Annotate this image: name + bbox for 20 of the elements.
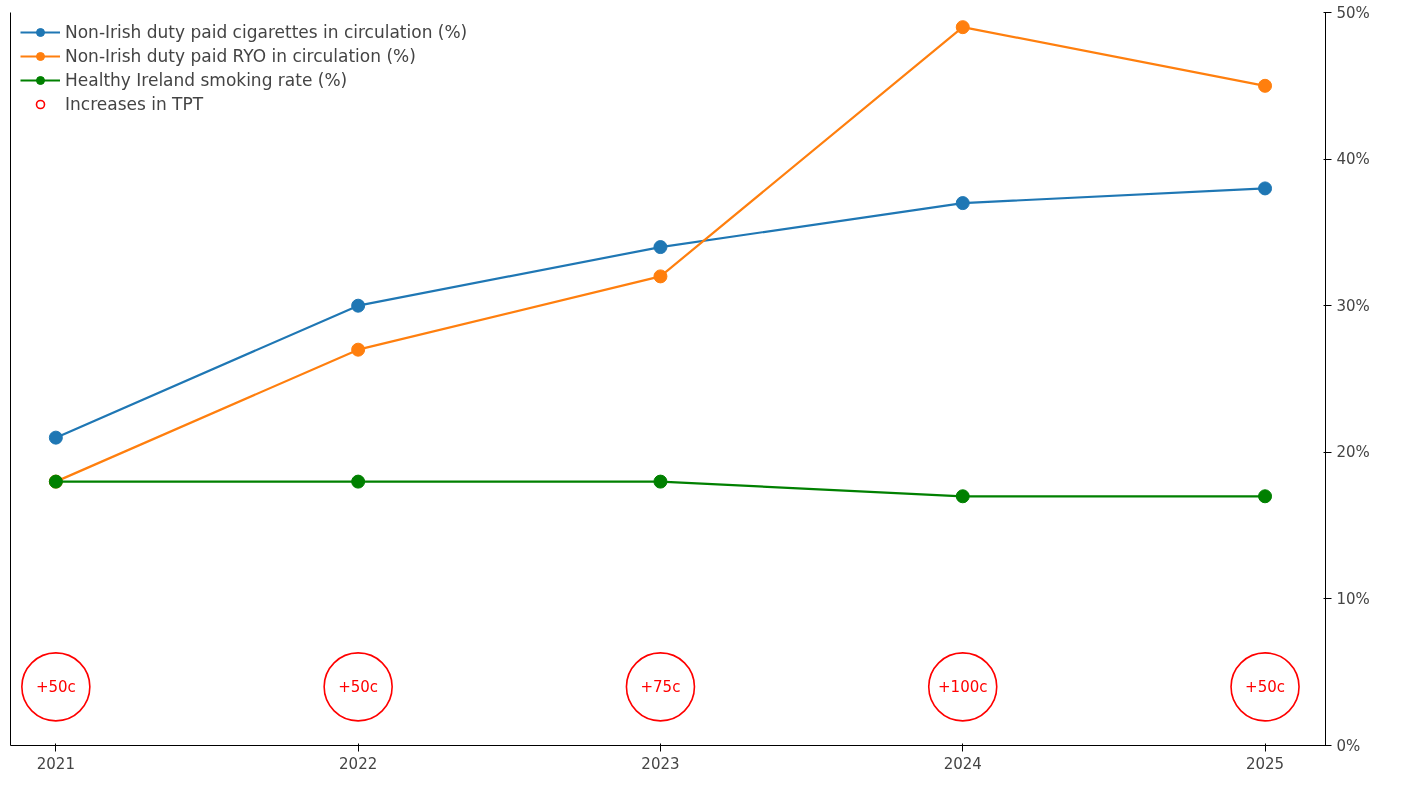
x-tick-label: 2022 <box>339 754 378 773</box>
legend-label: Non-Irish duty paid cigarettes in circulation (%) <box>65 22 468 42</box>
x-tick-label: 2025 <box>1245 754 1285 773</box>
x-tick-label: 2023 <box>641 754 680 773</box>
y-tick-label: 0% <box>1336 736 1361 755</box>
annotation: +50c <box>338 677 379 696</box>
x-tick-label: 2024 <box>943 754 982 773</box>
y-tick-label: 40% <box>1336 150 1370 169</box>
annotation: +50c <box>1245 677 1285 696</box>
legend-label: Increases in TPT <box>65 94 204 114</box>
legend-label: Non-Irish duty paid RYO in circulation (%) <box>65 46 416 66</box>
y-tick-label: 10% <box>1336 589 1370 608</box>
y-tick-label: 20% <box>1336 443 1370 462</box>
annotation: +75c <box>640 677 681 696</box>
annotation: +50c <box>35 677 76 696</box>
y-tick-label: 50% <box>1336 3 1370 22</box>
annotation: +100c <box>938 677 988 696</box>
legend-label: Healthy Ireland smoking rate (%) <box>65 70 348 90</box>
y-tick-label: 30% <box>1336 296 1370 315</box>
x-tick-label: 2021 <box>36 754 75 773</box>
